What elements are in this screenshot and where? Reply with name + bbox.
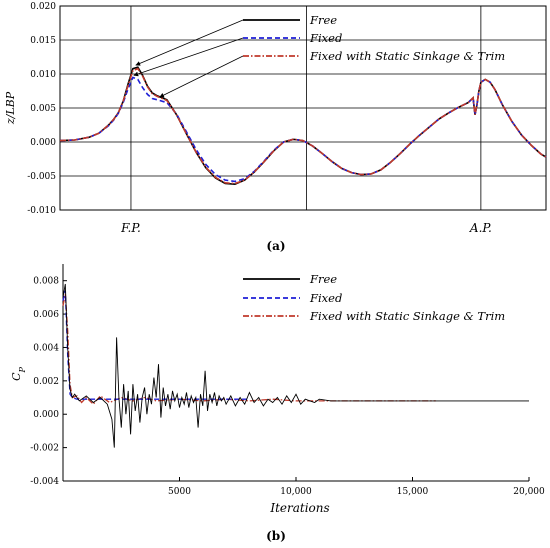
chart-a-y-axis-label: z/LBP <box>4 91 17 125</box>
chart-b-x-tick-label: 20,000 <box>513 487 545 497</box>
chart-b-y-tick-label: -0.004 <box>30 477 59 487</box>
chart-a-x-tick-label: F.P. <box>120 221 141 235</box>
chart-b-y-tick-label: 0.004 <box>33 343 59 353</box>
chart-a-y-ticks: 0.020 0.015 0.010 0.005 0.000 -0.005 -0.010 <box>27 2 56 216</box>
chart-b: 0.008 0.006 0.004 0.002 0.000 -0.002 -0.004 50… <box>10 264 545 543</box>
chart-a-annotation-arrow <box>159 55 244 98</box>
chart-a-y-tick-label: 0.015 <box>30 36 56 46</box>
chart-a-panel-label: (a) <box>266 239 285 253</box>
chart-a-y-tick-label: 0.005 <box>30 104 56 114</box>
chart-b-legend-label: Fixed <box>309 291 342 305</box>
chart-a-x-ticks: F.P. A.P. <box>120 221 492 235</box>
chart-b-y-tick-label: 0.006 <box>33 310 59 320</box>
chart-a-y-tick-label: -0.010 <box>27 206 56 216</box>
chart-a-annotation-arrows <box>133 19 244 98</box>
chart-a-y-tick-label: -0.005 <box>27 172 56 182</box>
chart-b-y-tick-label: -0.002 <box>30 444 59 454</box>
chart-a-annotation-arrow <box>133 37 244 77</box>
chart-a-y-tick-label: 0.000 <box>30 138 56 148</box>
chart-b-legend: Free Fixed Fixed with Static Sinkage & Tri… <box>243 272 505 323</box>
chart-b-y-tick-label: 0.008 <box>33 277 59 287</box>
chart-b-x-axis-label: Iterations <box>269 501 329 515</box>
chart-a-legend: Free Fixed Fixed with Static Sinkage & Tri… <box>243 13 505 63</box>
chart-b-series-line-fixed <box>62 290 250 400</box>
chart-b-x-tick-label: 15,000 <box>397 487 429 497</box>
chart-b-y-tick-label: 0.002 <box>33 377 59 387</box>
chart-a-series-line-free <box>59 66 547 186</box>
chart-b-series <box>62 283 529 448</box>
chart-a-series <box>59 66 547 186</box>
chart-a-annotation-arrow <box>135 19 244 66</box>
chart-b-panel-label: (b) <box>266 529 286 543</box>
chart-a: 0.020 0.015 0.010 0.005 0.000 -0.005 -0.010 F.… <box>4 2 547 253</box>
chart-b-x-ticks: 5000 10,000 15,000 20,000 <box>168 477 545 497</box>
chart-a-grid <box>60 5 546 211</box>
chart-a-series-line-fixed-with-static-sinkage-trim <box>59 67 547 185</box>
chart-a-legend-label: Free <box>309 13 337 27</box>
chart-a-y-tick-label: 0.020 <box>30 2 56 12</box>
chart-b-legend-label: Fixed with Static Sinkage & Trim <box>309 309 505 323</box>
chart-b-series-line-free <box>62 283 529 448</box>
chart-a-legend-label: Fixed with Static Sinkage & Trim <box>309 49 505 63</box>
chart-b-y-ticks: 0.008 0.006 0.004 0.002 0.000 -0.002 -0.004 <box>30 277 67 487</box>
chart-a-legend-label: Fixed <box>309 31 342 45</box>
chart-b-axes <box>62 264 529 482</box>
chart-b-x-tick-label: 10,000 <box>280 487 312 497</box>
chart-a-series-line-fixed <box>59 76 547 183</box>
chart-b-x-tick-label: 5000 <box>168 487 191 497</box>
chart-b-legend-label: Free <box>309 272 337 286</box>
chart-a-y-tick-label: 0.010 <box>30 70 56 80</box>
chart-b-y-tick-label: 0.000 <box>33 410 59 420</box>
chart-a-x-tick-label: A.P. <box>469 221 492 235</box>
chart-b-y-axis-label: CP <box>10 366 27 380</box>
